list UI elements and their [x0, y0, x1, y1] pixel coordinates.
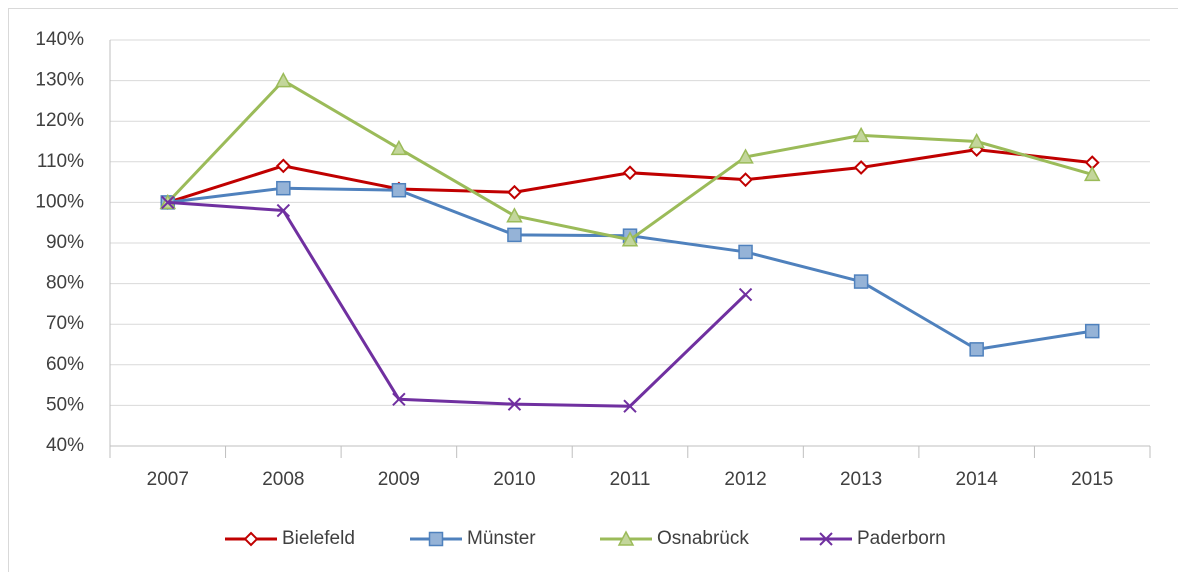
y-tick-label: 50%: [46, 394, 84, 415]
series-line: [167, 200, 747, 408]
y-tick-label: 90%: [46, 232, 84, 253]
chart-frame: [8, 8, 1178, 572]
marker: [969, 342, 984, 357]
y-tick-label: 120%: [35, 110, 84, 131]
legend-marker: [819, 532, 833, 546]
y-tick-label: 60%: [46, 354, 84, 375]
marker: [623, 399, 637, 413]
marker: [738, 172, 753, 188]
marker: [276, 203, 291, 218]
x-tick-label: 2013: [840, 469, 882, 490]
marker: [737, 148, 754, 164]
marker: [1084, 323, 1100, 339]
y-tick-label: 130%: [35, 70, 84, 91]
x-tick-label: 2015: [1071, 469, 1113, 490]
y-tick-label: 40%: [46, 435, 84, 456]
marker: [506, 207, 523, 223]
x-tick-label: 2011: [610, 469, 651, 490]
legend-item: Osnabrück: [600, 528, 749, 549]
legend-marker: [243, 531, 259, 547]
legend-label: Paderborn: [857, 528, 946, 549]
y-tick-label: 110%: [37, 151, 84, 172]
marker: [392, 392, 406, 407]
marker: [161, 195, 175, 210]
x-tick-label: 2008: [262, 469, 304, 490]
marker: [1083, 165, 1101, 182]
marker: [853, 160, 869, 175]
legend-label: Münster: [467, 528, 536, 549]
x-tick-label: 2010: [493, 469, 535, 490]
marker: [391, 182, 407, 198]
legend-label: Osnabrück: [657, 528, 749, 549]
marker: [507, 184, 522, 200]
x-tick-label: 2009: [378, 469, 420, 490]
y-tick-label: 80%: [46, 273, 84, 294]
legend-label: Bielefeld: [282, 528, 355, 549]
x-tick-label: 2007: [147, 469, 189, 490]
marker: [968, 132, 985, 149]
legend-item: Bielefeld: [225, 528, 355, 549]
legend-item: Münster: [410, 528, 536, 549]
marker: [738, 244, 753, 260]
y-tick-label: 140%: [35, 29, 84, 50]
legend-marker: [428, 531, 444, 547]
x-tick-label: 2012: [724, 469, 766, 490]
marker: [275, 72, 292, 88]
y-tick-label: 100%: [35, 191, 84, 212]
legend-item: Paderborn: [800, 528, 946, 549]
marker: [276, 180, 291, 196]
legend-marker: [617, 530, 635, 546]
marker: [275, 158, 291, 174]
marker: [853, 274, 869, 289]
marker: [738, 287, 753, 302]
x-tick-label: 2014: [956, 469, 999, 490]
marker: [390, 139, 408, 156]
marker: [621, 231, 639, 247]
marker: [507, 397, 522, 411]
y-tick-label: 70%: [46, 313, 84, 334]
marker: [507, 227, 522, 243]
marker: [622, 165, 638, 181]
marker: [852, 126, 870, 143]
